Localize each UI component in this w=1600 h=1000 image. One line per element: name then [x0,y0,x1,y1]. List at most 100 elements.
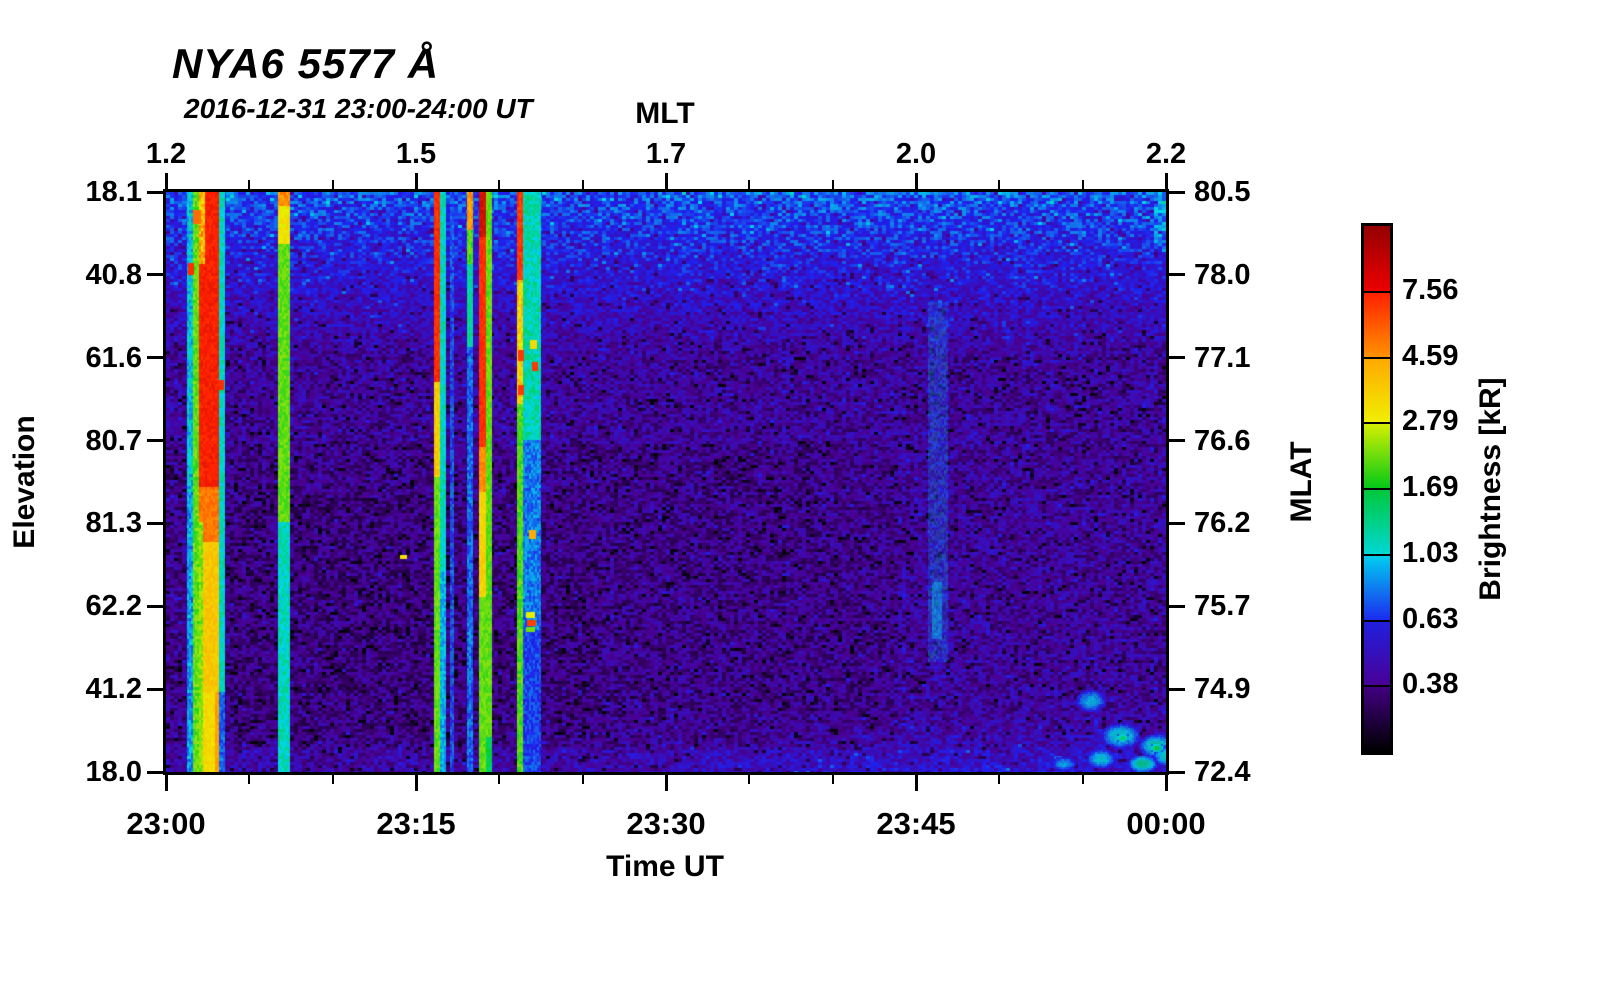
colorbar-divider [1364,422,1390,425]
colorbar-segment [1364,686,1390,752]
chart-title: NYA6 5577 Å [172,40,440,87]
colorbar-divider [1364,356,1390,359]
heatmap-canvas [166,192,1166,772]
x-major-tick-bottom [914,775,918,791]
colorbar [1361,223,1393,755]
x-minor-tick-top [748,180,751,189]
left-axis-title: Elevation [8,415,41,549]
x-minor-tick-top [581,180,584,189]
y-major-tick-right [1169,521,1185,525]
x-minor-tick-top [998,180,1001,189]
chart-subtitle: 2016-12-31 23:00-24:00 UT [184,93,533,124]
plot-frame [163,189,1169,775]
y-tick-label-left: 40.8 [85,258,142,291]
colorbar-tick-label: 0.63 [1402,602,1459,635]
x-minor-tick-bottom [248,775,251,784]
y-major-tick-left [147,521,163,525]
x-major-tick-top [1164,173,1168,189]
x-tick-label-top: 2.2 [1145,138,1187,170]
y-tick-label-right: 76.2 [1194,507,1251,540]
colorbar-divider [1364,619,1390,622]
colorbar-tick-label: 0.38 [1402,668,1459,701]
x-tick-label-bottom: 23:45 [876,806,956,841]
bottom-axis-title: Time UT [606,850,724,883]
colorbar-segment [1364,489,1390,555]
x-major-tick-top [914,173,918,189]
x-minor-tick-bottom [581,775,584,784]
x-tick-label-top: 2.0 [895,138,937,170]
x-minor-tick-top [831,180,834,189]
x-tick-label-bottom: 23:30 [626,806,706,841]
x-minor-tick-bottom [998,775,1001,784]
y-major-tick-right [1169,190,1185,194]
x-tick-label-bottom: 00:00 [1126,806,1206,841]
x-tick-label-top: 1.5 [395,138,437,170]
y-tick-label-right: 74.9 [1194,673,1251,706]
x-major-tick-top [414,173,418,189]
colorbar-tick-label: 4.59 [1402,339,1459,372]
y-tick-label-right: 75.7 [1194,590,1251,623]
right-axis-title: MLAT [1285,441,1318,523]
x-major-tick-bottom [414,775,418,791]
x-tick-label-top: 1.2 [145,138,187,170]
y-tick-label-left: 81.3 [85,507,142,540]
x-major-tick-bottom [164,775,168,791]
y-tick-label-right: 72.4 [1194,756,1251,788]
y-tick-label-right: 76.6 [1194,424,1251,457]
colorbar-segment [1364,423,1390,489]
y-tick-label-left: 18.0 [85,756,142,788]
x-tick-label-bottom: 23:00 [126,806,206,841]
y-major-tick-right [1169,687,1185,691]
x-minor-tick-top [331,180,334,189]
y-major-tick-left [147,273,163,277]
x-minor-tick-bottom [1081,775,1084,784]
x-minor-tick-bottom [748,775,751,784]
colorbar-divider [1364,685,1390,688]
x-minor-tick-top [248,180,251,189]
colorbar-tick-label: 1.69 [1402,471,1459,503]
y-major-tick-right [1169,770,1185,774]
y-tick-label-left: 61.6 [85,341,142,374]
colorbar-segment [1364,357,1390,424]
y-tick-label-right: 80.5 [1194,176,1251,208]
y-major-tick-left [147,770,163,774]
y-tick-label-left: 62.2 [85,590,142,623]
x-minor-tick-top [498,180,501,189]
x-minor-tick-top [1081,180,1084,189]
colorbar-segment [1364,620,1390,687]
y-major-tick-right [1169,273,1185,277]
y-major-tick-right [1169,439,1185,443]
top-axis-title: MLT [635,97,695,130]
colorbar-divider [1364,488,1390,490]
x-major-tick-top [664,173,668,189]
x-minor-tick-bottom [498,775,501,784]
y-major-tick-left [147,190,163,194]
y-major-tick-left [147,604,163,608]
colorbar-tick-label: 7.56 [1402,273,1459,306]
colorbar-title: Brightness [kR] [1474,377,1507,601]
colorbar-segment [1364,291,1390,358]
y-major-tick-right [1169,356,1185,360]
colorbar-divider [1364,553,1390,556]
colorbar-segment [1364,226,1390,292]
colorbar-tick-label: 2.79 [1402,405,1459,438]
x-major-tick-top [164,173,168,189]
colorbar-divider [1364,290,1390,293]
x-tick-label-top: 1.7 [645,138,687,170]
x-minor-tick-bottom [331,775,334,784]
y-tick-label-right: 77.1 [1194,341,1251,374]
x-major-tick-bottom [664,775,668,791]
colorbar-tick-label: 1.03 [1402,536,1459,569]
y-tick-label-right: 78.0 [1194,258,1251,291]
x-tick-label-bottom: 23:15 [376,806,456,841]
y-tick-label-left: 80.7 [85,424,142,457]
y-major-tick-left [147,356,163,360]
y-major-tick-left [147,687,163,691]
x-major-tick-bottom [1164,775,1168,791]
y-major-tick-left [147,439,163,443]
y-tick-label-left: 18.1 [85,176,142,208]
y-major-tick-right [1169,604,1185,608]
colorbar-segment [1364,554,1390,621]
x-minor-tick-bottom [831,775,834,784]
